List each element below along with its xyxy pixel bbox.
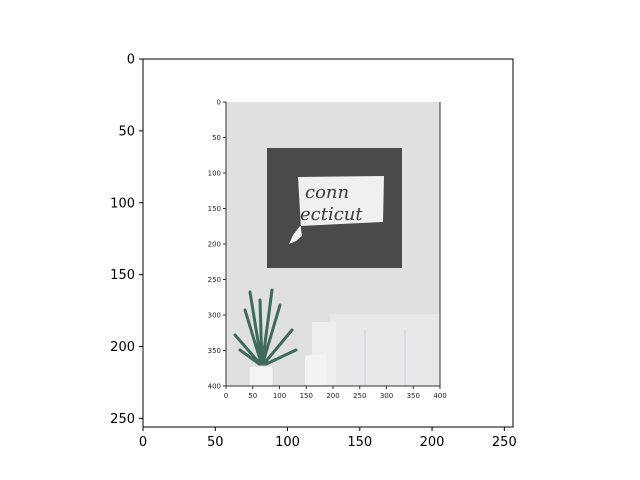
y-tick-label: 150	[110, 268, 135, 283]
inner-x-tick-label: 50	[248, 392, 257, 400]
inner-x-tick-label: 200	[326, 392, 339, 400]
outer-ticks: 0 50 100 150 200 250 0 50 100 150 200 250	[110, 53, 517, 451]
y-tick-label: 100	[110, 196, 135, 211]
x-tick-label: 250	[492, 435, 517, 450]
art-text-line1: conn	[305, 182, 349, 203]
inner-y-tick-label: 50	[212, 134, 221, 142]
y-tick-label: 50	[118, 124, 135, 139]
potted-plant	[233, 288, 298, 387]
y-tick-label: 250	[110, 412, 135, 427]
inner-x-tick-label: 300	[380, 392, 393, 400]
x-tick-label: 150	[347, 435, 372, 450]
inner-y-tick-label: 0	[217, 99, 221, 107]
x-tick-label: 200	[420, 435, 445, 450]
x-tick-label: 100	[275, 435, 300, 450]
inner-y-tick-label: 200	[208, 241, 221, 249]
inner-y-tick-label: 350	[208, 347, 221, 355]
art-text-line2: ecticut	[300, 204, 363, 225]
plant-pot	[248, 365, 274, 387]
inner-x-tick-label: 400	[433, 392, 446, 400]
inner-y-tick-label: 250	[208, 276, 221, 284]
inner-y-tick-label: 150	[208, 205, 221, 213]
inner-y-tick-label: 400	[208, 383, 221, 391]
inner-y-tick-label: 100	[208, 170, 221, 178]
sofa	[305, 314, 440, 386]
x-tick-label: 50	[207, 435, 224, 450]
y-tick-label: 200	[110, 340, 135, 355]
inner-x-tick-label: 0	[224, 392, 228, 400]
inner-x-tick-label: 350	[407, 392, 420, 400]
inner-y-tick-label: 300	[208, 312, 221, 320]
inner-x-tick-label: 150	[300, 392, 313, 400]
inner-x-tick-label: 100	[273, 392, 286, 400]
y-tick-label: 0	[127, 53, 135, 68]
state-silhouette	[289, 176, 384, 244]
embedded-image: conn ecticut 0 50 100 150 200 250 300 350 400050…	[208, 99, 447, 401]
x-tick-label: 0	[139, 435, 147, 450]
inner-x-tick-label: 250	[353, 392, 366, 400]
inner-ticks: 0 50 100 150 200 250 300 350 4000501001502002503…	[208, 99, 447, 401]
